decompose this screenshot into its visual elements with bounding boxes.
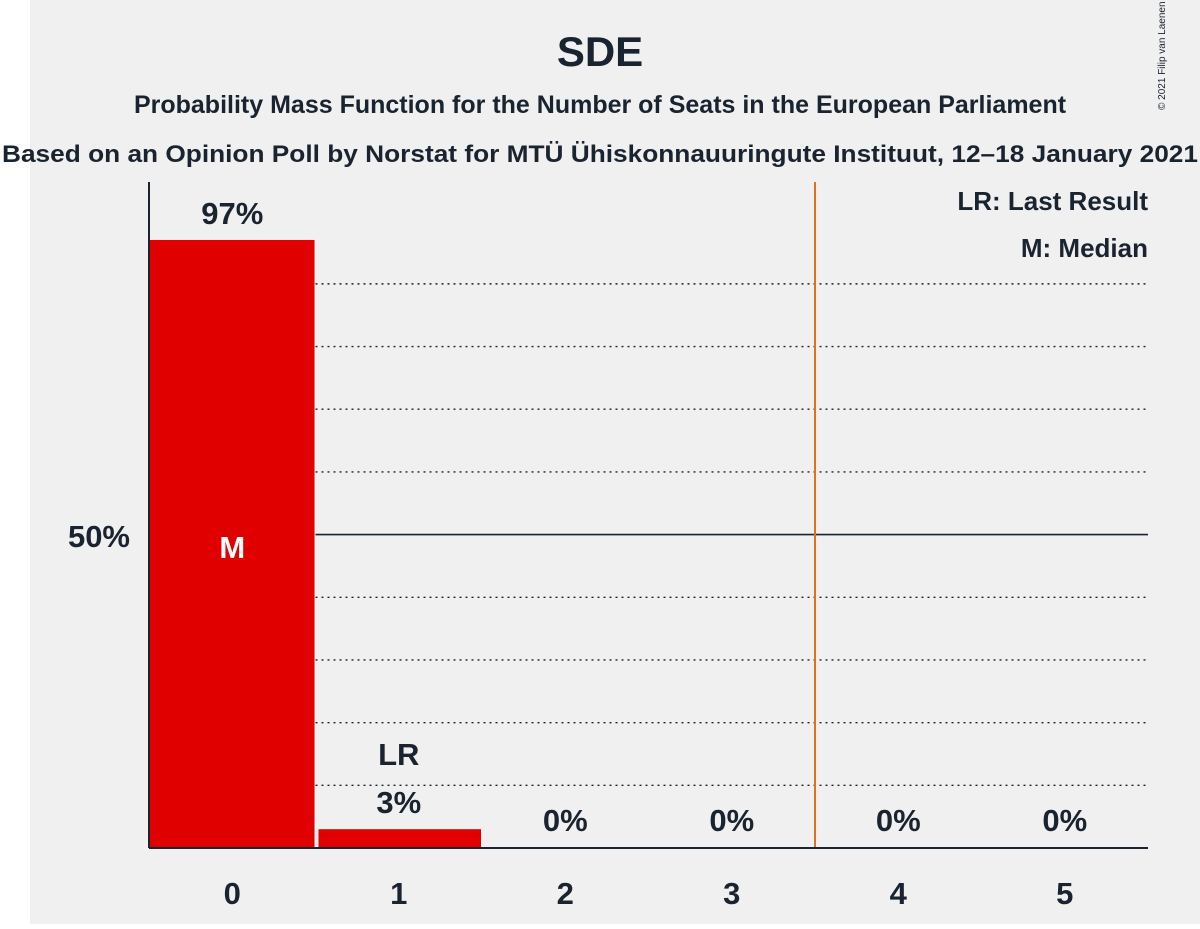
chart-title: SDE bbox=[557, 28, 643, 75]
gridlines bbox=[315, 182, 1148, 848]
axes bbox=[148, 182, 1148, 849]
bar-value-label: 3% bbox=[376, 785, 421, 820]
median-marker: M bbox=[219, 530, 245, 565]
bars bbox=[150, 240, 481, 848]
y-tick-label-50: 50% bbox=[68, 519, 130, 554]
x-tick-label: 2 bbox=[557, 876, 574, 911]
x-tick-label: 1 bbox=[390, 876, 407, 911]
x-tick-label: 4 bbox=[890, 876, 908, 911]
bar-value-label: 0% bbox=[543, 803, 588, 838]
legend-last-result: LR: Last Result bbox=[957, 186, 1148, 216]
x-tick-label: 0 bbox=[224, 876, 241, 911]
x-tick-label: 3 bbox=[723, 876, 740, 911]
x-tick-label: 5 bbox=[1056, 876, 1073, 911]
bar bbox=[318, 829, 481, 848]
copyright-text: © 2021 Filip van Laenen bbox=[1157, 1, 1168, 110]
legend-median: M: Median bbox=[1021, 233, 1148, 263]
labels: 97% 0 M 3% 1 LR 0% 2 0% 3 0% 4 0% 5 bbox=[201, 196, 1087, 911]
bar bbox=[150, 240, 315, 848]
bar-value-label: 97% bbox=[201, 196, 263, 231]
chart-subtitle-2: Based on an Opinion Poll by Norstat for … bbox=[2, 141, 1198, 168]
last-result-marker: LR bbox=[378, 737, 419, 772]
chart-subtitle: Probability Mass Function for the Number… bbox=[134, 91, 1067, 119]
bar-value-label: 0% bbox=[1042, 803, 1087, 838]
bar-value-label: 0% bbox=[709, 803, 754, 838]
bar-value-label: 0% bbox=[876, 803, 921, 838]
